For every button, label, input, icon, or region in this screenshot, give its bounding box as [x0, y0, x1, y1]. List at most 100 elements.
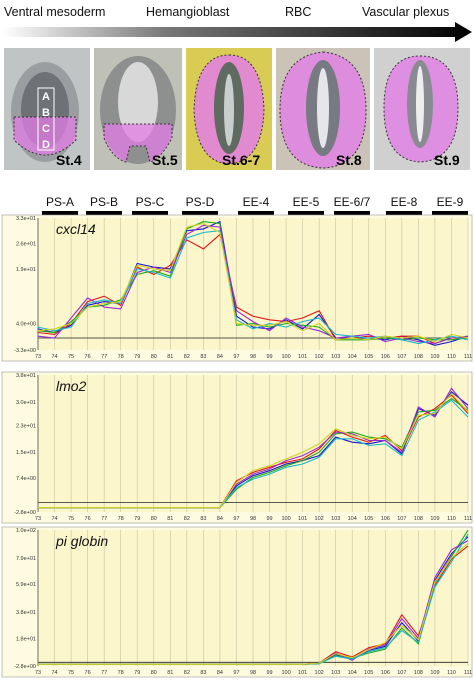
series-line — [38, 542, 469, 665]
x-tick-label: 110 — [447, 354, 456, 360]
sample-group-bar — [288, 211, 324, 215]
x-tick-label: 79 — [134, 670, 140, 676]
embryo-panels: A B C D St.4 St.5 St.6-7 St.8 — [4, 48, 470, 170]
x-tick-label: 81 — [167, 354, 173, 360]
gene-label: pi globin — [55, 533, 108, 549]
x-tick-label: 78 — [118, 670, 124, 676]
x-tick-label: 105 — [364, 670, 373, 676]
x-tick-label: 73 — [35, 516, 41, 522]
x-tick-label: 111 — [464, 354, 472, 360]
chart-panel-0: -3.3e+00 4.0e+00 1.9e+01 2.6e+01 3.3e+01 73 74… — [1, 214, 473, 362]
x-tick-label: 74 — [51, 670, 57, 676]
chart-panel-1: -2.8e+00 7.4e+00 1.5e+01 2.3e+01 3.0e+01 3.8e… — [1, 371, 473, 524]
y-tick-label: 2.3e+01 — [16, 423, 36, 429]
x-tick-label: 108 — [414, 670, 423, 676]
x-tick-label: 83 — [200, 354, 206, 360]
embryo-panel-st6-7: St.6-7 — [186, 48, 272, 170]
x-tick-label: 105 — [364, 516, 373, 522]
y-tick-label: 2.6e+01 — [16, 241, 36, 247]
x-tick-label: 101 — [298, 670, 307, 676]
x-tick-label: 98 — [250, 354, 256, 360]
x-tick-label: 76 — [85, 670, 91, 676]
sample-group-bar — [132, 211, 168, 215]
x-tick-label: 74 — [51, 516, 57, 522]
x-tick-label: 81 — [167, 516, 173, 522]
sample-group-bar — [42, 211, 78, 215]
x-tick-label: 102 — [315, 354, 324, 360]
embryo-streak — [416, 66, 424, 142]
sample-group-label: PS-C — [136, 195, 165, 209]
y-tick-label: 1.9e+01 — [16, 267, 36, 273]
x-tick-label: 108 — [414, 354, 423, 360]
expression-charts: -3.3e+00 4.0e+00 1.9e+01 2.6e+01 3.3e+01 73 74… — [1, 214, 473, 678]
sample-group-bar — [386, 211, 422, 215]
x-tick-label: 100 — [281, 670, 290, 676]
x-tick-label: 101 — [298, 516, 307, 522]
x-tick-label: 77 — [101, 516, 107, 522]
sample-group-bar — [238, 211, 274, 215]
x-tick-label: 81 — [167, 670, 173, 676]
y-tick-label: 7.4e+00 — [16, 476, 36, 482]
embryo-streak — [317, 68, 329, 148]
x-tick-label: 109 — [430, 516, 439, 522]
embryo-panel-st5: St.5 — [94, 48, 182, 170]
sample-group-bar — [182, 211, 218, 215]
embryo-inner — [118, 62, 158, 142]
x-tick-label: 73 — [35, 354, 41, 360]
x-tick-label: 82 — [184, 670, 190, 676]
x-tick-label: 82 — [184, 516, 190, 522]
sample-group-label: EE-4 — [243, 195, 270, 209]
x-tick-label: 73 — [35, 670, 41, 676]
series-line — [37, 230, 469, 345]
x-tick-label: 99 — [266, 670, 272, 676]
x-tick-label: 84 — [217, 670, 223, 676]
gene-label: cxcl14 — [56, 221, 96, 237]
stage-label-hemangioblast: Hemangioblast — [146, 5, 230, 19]
x-tick-label: 80 — [151, 670, 157, 676]
x-tick-label: 100 — [281, 354, 290, 360]
x-tick-label: 99 — [266, 354, 272, 360]
sample-group-label: EE-5 — [293, 195, 320, 209]
x-tick-label: 74 — [51, 354, 57, 360]
embryo-stage-label: St.9 — [434, 152, 460, 168]
y-tick-label: -2.8e+00 — [14, 510, 36, 516]
region-letter-a: A — [42, 91, 50, 103]
x-tick-label: 98 — [250, 670, 256, 676]
x-tick-label: 107 — [397, 354, 406, 360]
y-tick-label: 3.0e+01 — [16, 400, 36, 406]
x-tick-label: 106 — [381, 670, 390, 676]
x-tick-label: 76 — [85, 354, 91, 360]
x-tick-label: 106 — [381, 354, 390, 360]
x-tick-label: 105 — [364, 354, 373, 360]
x-tick-label: 106 — [381, 516, 390, 522]
x-tick-label: 111 — [464, 670, 472, 676]
series-line — [37, 233, 468, 345]
x-tick-label: 77 — [101, 670, 107, 676]
stage-label-vascular-plexus: Vascular plexus — [362, 5, 449, 19]
x-tick-label: 97 — [233, 354, 239, 360]
x-tick-label: 79 — [134, 354, 140, 360]
chart-panel-2: -2.8e+00 1.8e+01 3.8e+01 5.9e+01 7.9e+01 1.0e… — [1, 526, 473, 678]
x-tick-label: 84 — [217, 354, 223, 360]
x-tick-label: 100 — [281, 516, 290, 522]
stage-arrow — [2, 22, 472, 42]
x-tick-label: 78 — [118, 516, 124, 522]
y-tick-label: 3.8e+01 — [16, 610, 36, 616]
x-tick-label: 82 — [184, 354, 190, 360]
x-tick-label: 79 — [134, 516, 140, 522]
y-tick-label: 3.3e+01 — [16, 216, 36, 222]
region-letter-c: C — [42, 123, 50, 135]
y-tick-label: 5.9e+01 — [16, 582, 36, 588]
embryo-stage-label: St.8 — [336, 152, 362, 168]
region-letter-d: D — [42, 139, 50, 151]
pink-region — [13, 116, 77, 156]
sample-group-header: PS-A PS-B PS-C PS-D EE-4 EE-5 EE-6/7 EE-8 EE-9 — [42, 195, 468, 215]
x-tick-label: 75 — [68, 516, 74, 522]
x-tick-label: 80 — [151, 354, 157, 360]
y-tick-label: 7.9e+01 — [16, 556, 36, 562]
region-column — [37, 87, 55, 151]
x-tick-label: 111 — [464, 516, 472, 522]
x-tick-label: 102 — [315, 516, 324, 522]
x-tick-label: 84 — [217, 516, 223, 522]
